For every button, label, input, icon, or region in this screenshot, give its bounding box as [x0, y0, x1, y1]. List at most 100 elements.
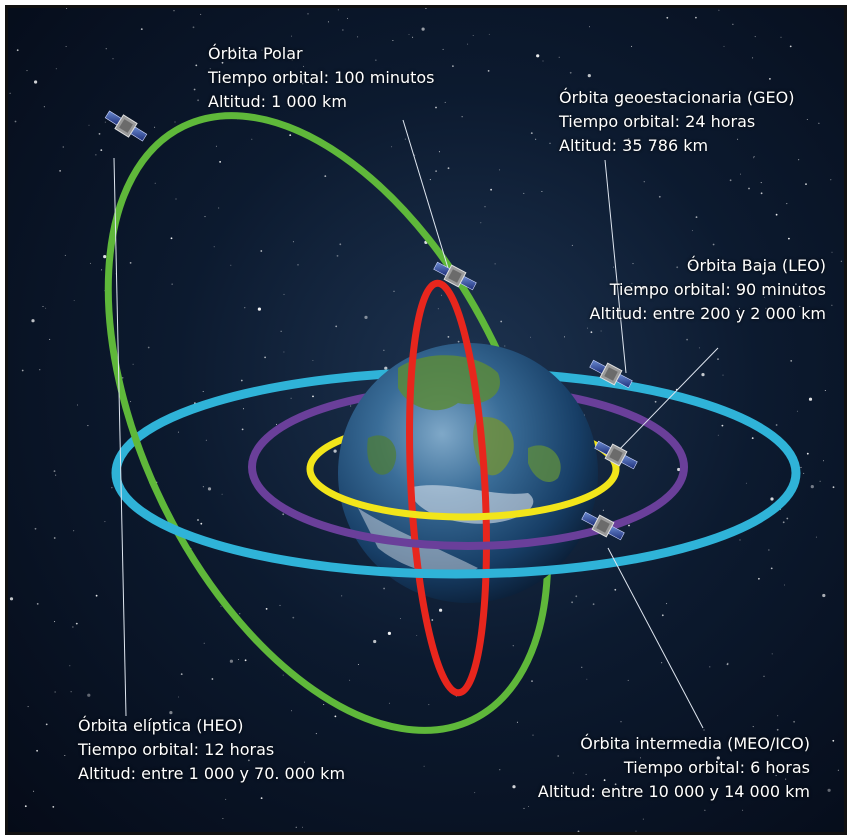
- star: [95, 729, 97, 732]
- star: [729, 179, 732, 182]
- star: [373, 639, 377, 644]
- star: [614, 783, 617, 786]
- star: [721, 424, 724, 427]
- star: [641, 286, 645, 290]
- star: [304, 761, 305, 763]
- star: [603, 779, 606, 782]
- star: [244, 307, 246, 309]
- star: [620, 721, 622, 723]
- star: [535, 138, 537, 140]
- star: [743, 288, 745, 290]
- star: [414, 154, 416, 156]
- star: [822, 593, 826, 598]
- star: [219, 161, 222, 163]
- star: [439, 608, 443, 612]
- star: [140, 28, 143, 30]
- star: [753, 156, 755, 158]
- star: [45, 723, 48, 726]
- star: [195, 64, 198, 67]
- star: [614, 588, 617, 591]
- star: [334, 715, 337, 718]
- star: [337, 9, 339, 11]
- star: [34, 80, 38, 84]
- star: [746, 288, 748, 290]
- star: [698, 347, 700, 349]
- star: [383, 349, 385, 351]
- star: [202, 486, 204, 488]
- star: [732, 23, 734, 25]
- star: [592, 603, 595, 606]
- star: [789, 45, 792, 48]
- star: [832, 739, 835, 742]
- star: [218, 207, 220, 209]
- star: [810, 485, 814, 489]
- star: [760, 182, 762, 184]
- star: [261, 49, 263, 51]
- star: [738, 307, 740, 309]
- star: [824, 390, 826, 391]
- star: [375, 59, 377, 61]
- star: [251, 138, 253, 140]
- leo-orbit-time: Tiempo orbital: 90 minutos: [609, 280, 826, 299]
- star: [21, 369, 24, 372]
- star: [336, 255, 339, 257]
- star: [347, 17, 348, 19]
- star: [575, 595, 578, 598]
- star: [33, 790, 35, 792]
- star: [399, 618, 401, 620]
- star: [808, 397, 813, 401]
- star: [129, 262, 132, 264]
- star: [53, 537, 56, 539]
- star: [303, 65, 304, 67]
- star: [480, 222, 482, 224]
- star: [741, 791, 743, 792]
- leo-orbit-name: Órbita Baja (LEO): [686, 256, 826, 275]
- star: [193, 88, 196, 91]
- heo-leader-line: [113, 157, 127, 717]
- star: [658, 195, 661, 198]
- star: [26, 70, 28, 72]
- star: [384, 366, 388, 370]
- star: [302, 826, 303, 828]
- star: [803, 472, 805, 474]
- star: [488, 33, 490, 35]
- star: [586, 678, 588, 680]
- star: [795, 283, 797, 286]
- star: [782, 521, 785, 524]
- star: [295, 826, 297, 828]
- star: [823, 460, 824, 462]
- star: [771, 653, 773, 655]
- star: [282, 674, 284, 676]
- star: [523, 807, 525, 809]
- star: [66, 8, 68, 9]
- star: [42, 306, 44, 307]
- star: [832, 486, 835, 489]
- star: [490, 188, 492, 191]
- star: [292, 241, 294, 243]
- star: [239, 613, 241, 615]
- star: [780, 36, 782, 38]
- star: [43, 106, 45, 108]
- star: [423, 765, 425, 767]
- star: [760, 192, 763, 195]
- star: [765, 307, 767, 309]
- star: [104, 521, 106, 523]
- star: [101, 269, 103, 271]
- star: [706, 260, 708, 262]
- star: [800, 466, 802, 468]
- star: [200, 13, 202, 15]
- star: [260, 250, 263, 252]
- star: [416, 635, 418, 636]
- star: [64, 254, 66, 256]
- star: [695, 216, 698, 219]
- star: [9, 92, 11, 94]
- star: [335, 325, 338, 328]
- star: [500, 320, 503, 323]
- star: [768, 549, 770, 551]
- star: [474, 792, 476, 794]
- star: [205, 439, 207, 441]
- star: [438, 151, 440, 153]
- star: [65, 46, 67, 47]
- star: [831, 251, 833, 253]
- star: [88, 124, 90, 126]
